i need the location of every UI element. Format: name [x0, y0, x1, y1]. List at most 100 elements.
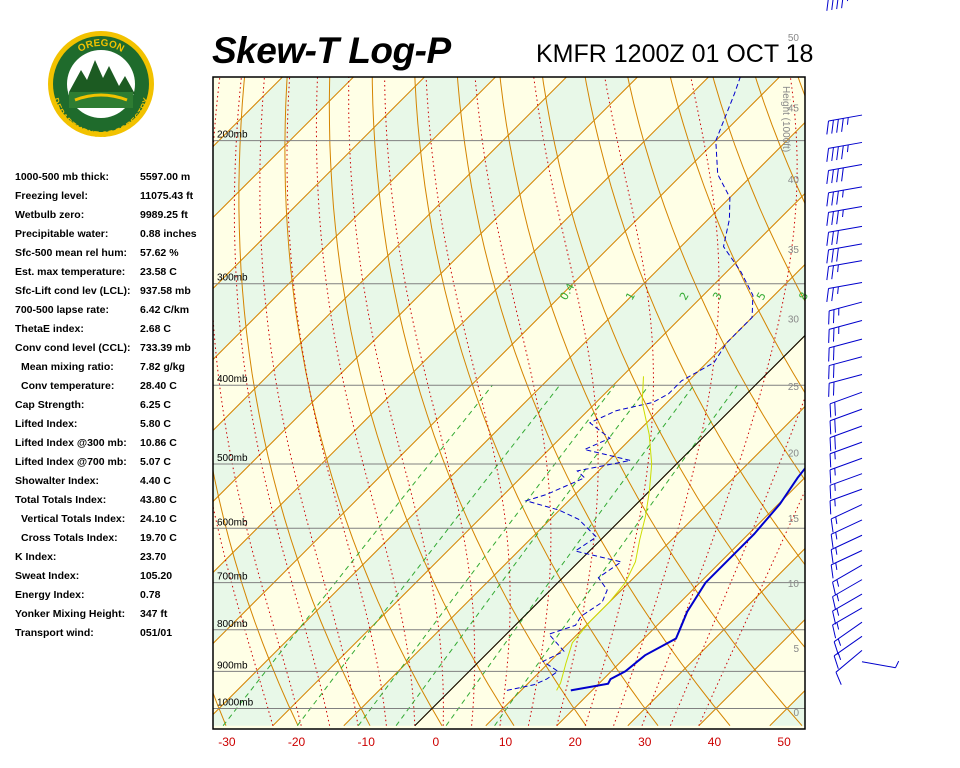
- wind-barb-staff: [829, 356, 863, 367]
- wind-barb-flag: [836, 210, 839, 225]
- wind-barb-staff: [830, 550, 863, 566]
- wind-barb-flag: [826, 232, 830, 246]
- isotherm-line: [556, 476, 805, 727]
- pressure-label: 400mb: [217, 374, 248, 385]
- wind-barb-staff: [828, 260, 863, 268]
- index-label: Vertical Totals Index:: [21, 513, 126, 525]
- station-time-label: KMFR 1200Z 01 OCT 18: [536, 40, 814, 68]
- wind-barb-flag: [826, 192, 830, 207]
- dry-adiabat: [584, 77, 805, 566]
- wind-barb: [829, 473, 863, 499]
- wind-barb: [826, 243, 863, 264]
- wind-barb-flag: [833, 641, 839, 655]
- dry-adiabat: [284, 77, 443, 726]
- height-tick-label: 25: [788, 382, 800, 393]
- index-value: 4.40 C: [140, 475, 171, 487]
- wind-barb-flag: [836, 0, 839, 10]
- index-label: Showalter Index:: [15, 475, 100, 487]
- x-tick-label: 40: [708, 735, 722, 749]
- wind-barb-half-flag: [834, 452, 836, 460]
- wind-barb: [826, 282, 863, 303]
- wind-barb-flag: [834, 402, 836, 416]
- wind-barb-staff: [835, 649, 863, 673]
- dry-adiabat: [542, 77, 805, 649]
- wind-barb-staff: [828, 114, 863, 122]
- wind-barb-half-flag: [835, 547, 838, 555]
- index-label: 1000-500 mb thick:: [15, 171, 109, 183]
- wind-barb: [832, 564, 863, 596]
- wind-barb-flag: [833, 655, 839, 669]
- wind-barb: [826, 0, 849, 11]
- index-value: 937.58 mb: [140, 285, 191, 297]
- isotherm-line: [485, 405, 805, 727]
- wind-barb-staff: [832, 607, 863, 626]
- index-value: 6.42 C/km: [140, 304, 190, 316]
- wind-barb-staff: [829, 457, 863, 471]
- wind-barb-staff: [832, 564, 863, 583]
- x-tick-label: -20: [288, 735, 306, 749]
- index-value: 9989.25 ft: [140, 209, 188, 221]
- pressure-label: 200mb: [217, 130, 248, 141]
- index-label: Transport wind:: [15, 627, 94, 639]
- height-tick-label: 0: [793, 708, 799, 719]
- index-label: Total Totals Index:: [15, 494, 107, 506]
- wind-barb-staff: [832, 593, 863, 612]
- x-tick-label: -10: [358, 735, 376, 749]
- dry-adiabat: [824, 0, 960, 726]
- wind-barb-flag: [836, 119, 839, 133]
- isotherm-line: [213, 77, 568, 432]
- wind-barb-staff: [829, 473, 863, 486]
- moist-adiabat: [474, 77, 552, 726]
- x-tick-label: -30: [218, 735, 236, 749]
- mixing-ratio-line: [445, 384, 695, 726]
- wind-barb: [830, 534, 863, 564]
- wind-barb: [828, 356, 863, 380]
- wind-barb-flag: [826, 249, 830, 264]
- index-value: 57.62 %: [140, 247, 179, 259]
- wind-barb-staff: [829, 425, 863, 439]
- index-label: Sweat Index:: [15, 570, 80, 582]
- index-value: 19.70 C: [140, 532, 177, 544]
- mixing-ratio-line: [494, 384, 738, 726]
- index-label: Sfc-500 mean rel hum:: [15, 247, 128, 259]
- wind-barb-staff: [861, 661, 896, 669]
- wind-barb-flag: [832, 610, 837, 625]
- dry-adiabat: [898, 0, 960, 726]
- wind-barb: [829, 425, 863, 452]
- wind-barb-staff: [829, 320, 863, 330]
- plot-frame: [212, 76, 806, 730]
- wind-barb-half-flag: [835, 562, 838, 571]
- wind-barb-flag: [826, 170, 830, 185]
- dry-adiabat: [861, 0, 960, 726]
- wind-barb-flag: [826, 212, 830, 226]
- oregon-forestry-logo: OREGON DEPARTMENT OF FORESTRY: [48, 31, 154, 138]
- wind-barb-staff: [828, 243, 863, 251]
- logo-top-text: OREGON: [76, 38, 126, 55]
- wind-barb-flag: [841, 145, 844, 160]
- wind-barb-half-flag: [835, 516, 838, 525]
- wind-barb-flag: [834, 418, 836, 433]
- wind-barb-staff: [829, 488, 863, 502]
- wind-barb-half-flag: [834, 483, 836, 491]
- wind-barb-flag: [829, 420, 832, 435]
- dry-adiabat: [456, 77, 731, 727]
- index-label: Lifted Index @300 mb:: [15, 437, 127, 449]
- moist-adiabat: [315, 77, 416, 726]
- wind-barb-staff: [828, 225, 863, 233]
- index-label: ThetaE index:: [15, 323, 84, 335]
- wind-barb: [829, 408, 863, 435]
- index-label: Yonker Mixing Height:: [15, 608, 126, 620]
- wind-barb-half-flag: [837, 286, 839, 295]
- wind-barb-staff: [829, 408, 863, 422]
- dry-adiabat: [669, 77, 805, 394]
- wind-barb-half-flag: [836, 594, 840, 602]
- wind-barb: [832, 593, 863, 625]
- wind-barb-flag: [831, 147, 834, 162]
- wind-barb-flag: [831, 287, 834, 302]
- wind-barb: [830, 550, 863, 579]
- dry-adiabat: [627, 77, 805, 481]
- wind-barb-half-flag: [846, 144, 849, 153]
- index-label: Energy Index:: [15, 589, 85, 601]
- x-tick-label: 10: [499, 735, 513, 749]
- wind-barb-flag: [841, 118, 844, 132]
